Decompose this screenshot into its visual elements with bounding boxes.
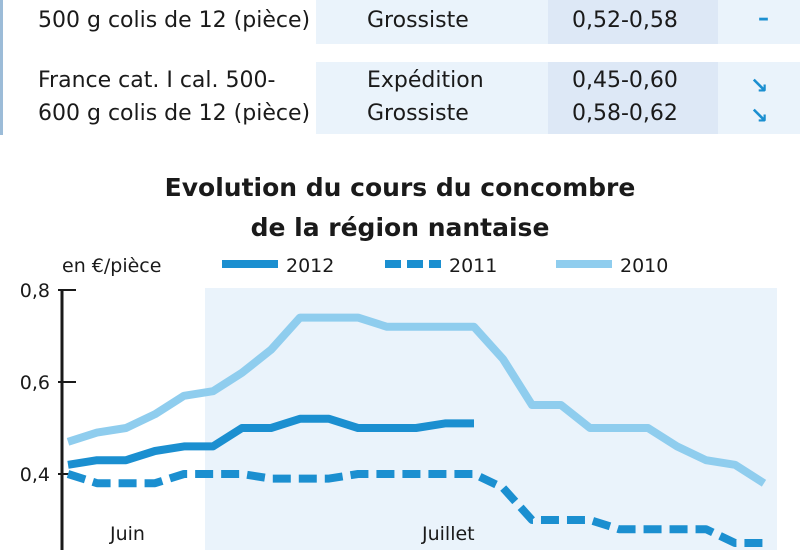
y-tick-label: 0,4 — [20, 464, 50, 486]
period-label-juillet: Juillet — [421, 523, 475, 545]
trend-down-icon: ↘ — [750, 104, 769, 129]
price-range: 0,58-0,62 — [572, 101, 678, 126]
chart-title-line-2: de la région nantaise — [251, 213, 550, 242]
price-table: 500 g colis de 12 (pièce) Grossiste 0,52… — [0, 0, 800, 160]
legend: 2012 2011 2010 — [222, 255, 668, 277]
price-range: 0,52-0,58 — [572, 8, 678, 33]
series-line-2011 — [66, 470, 764, 547]
price-cell — [548, 0, 718, 44]
unit-label: en €/pièce — [62, 255, 161, 277]
y-tick-label: 0,8 — [20, 280, 50, 302]
price-cell — [548, 62, 718, 134]
series-lines — [66, 313, 767, 547]
series-line-2010 — [66, 313, 767, 487]
period-label-juin: Juin — [109, 523, 145, 545]
product-cell — [20, 62, 316, 134]
price-range: 0,45-0,60 — [572, 68, 678, 93]
trend-stable-icon: – — [758, 6, 769, 31]
legend-label-2010: 2010 — [620, 255, 668, 277]
chart-title-line-1: Evolution du cours du concombre — [165, 173, 636, 202]
table-left-border — [0, 0, 3, 135]
stage-label: Expédition — [367, 68, 484, 93]
y-tick-label: 0,6 — [20, 372, 50, 394]
trend-down-icon: ↘ — [750, 74, 769, 99]
product-line: France cat. I cal. 500- — [38, 68, 276, 93]
y-ticks: 0,8 0,6 0,4 — [20, 280, 76, 486]
product-line: 500 g colis de 12 (pièce) — [38, 8, 311, 33]
legend-label-2011: 2011 — [449, 255, 497, 277]
product-cell — [20, 0, 316, 44]
series-line-2012 — [67, 414, 474, 469]
stage-label: Grossiste — [367, 101, 469, 126]
stage-label: Grossiste — [367, 8, 469, 33]
legend-label-2012: 2012 — [286, 255, 334, 277]
product-line: 600 g colis de 12 (pièce) — [38, 101, 311, 126]
